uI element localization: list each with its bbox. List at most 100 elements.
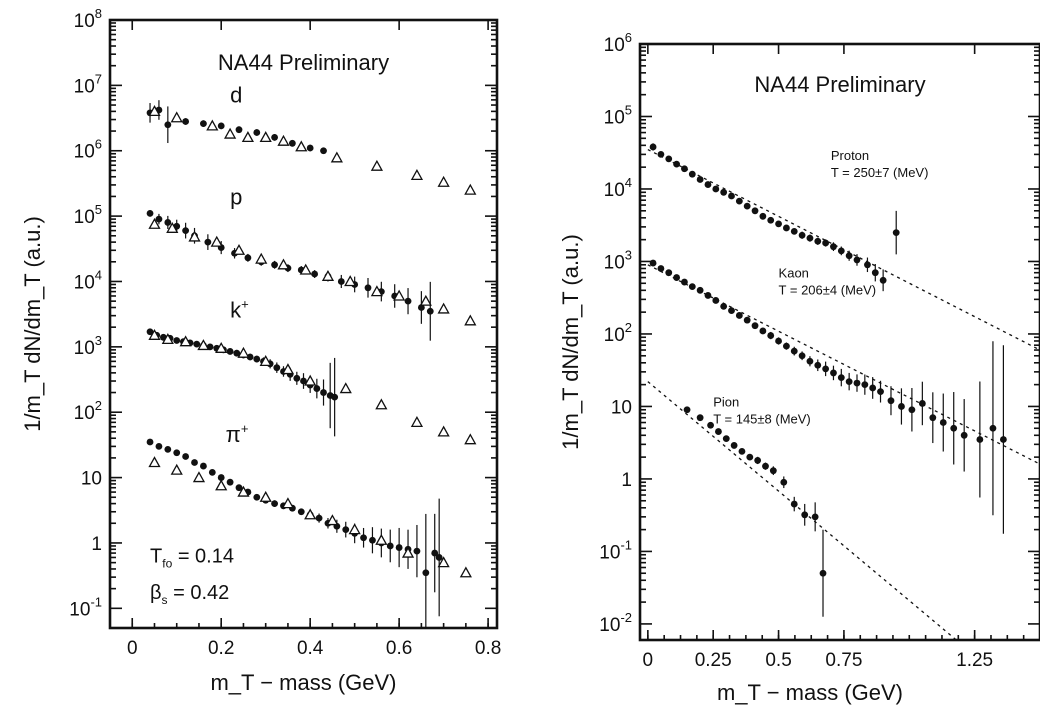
series-π+ xyxy=(146,438,443,628)
y-tick-exponent: -2 xyxy=(620,610,632,625)
data-point xyxy=(999,436,1007,443)
fit-parameter: Tfo = 0.14 xyxy=(150,546,234,571)
data-point xyxy=(801,511,809,519)
data-point xyxy=(208,469,216,476)
data-point xyxy=(246,353,254,361)
data-point xyxy=(783,342,790,350)
data-point xyxy=(369,536,376,544)
data-point xyxy=(845,252,853,260)
param-symbol: β xyxy=(150,582,162,604)
data-point xyxy=(459,566,472,578)
data-point xyxy=(738,447,746,455)
data-point xyxy=(148,328,161,340)
data-point xyxy=(223,127,237,139)
data-point xyxy=(712,297,720,304)
series-label-sup: + xyxy=(241,421,249,436)
data-point xyxy=(200,120,207,128)
y-tick-exponent: 3 xyxy=(625,247,632,262)
data-point xyxy=(215,479,228,491)
y-tick-label: 1 xyxy=(621,470,632,491)
y-tick-base: 10 xyxy=(604,252,625,273)
data-point xyxy=(822,365,830,373)
data-point xyxy=(837,374,845,382)
data-point xyxy=(326,514,339,526)
series-Kaon xyxy=(647,259,1040,534)
series-temperature: T = 206±4 (MeV) xyxy=(779,283,877,298)
data-point xyxy=(320,147,327,155)
series-label: d xyxy=(230,82,242,107)
data-point xyxy=(288,139,296,147)
data-point xyxy=(182,118,190,125)
y-tick-exponent: 4 xyxy=(625,175,632,190)
data-point xyxy=(435,554,443,561)
data-point xyxy=(845,378,853,386)
y-tick-base: 1 xyxy=(621,470,632,491)
data-point xyxy=(722,435,730,443)
y-tick-label: 106 xyxy=(74,137,102,163)
data-point xyxy=(735,197,743,205)
fit-line xyxy=(647,264,1040,465)
data-point xyxy=(464,433,477,445)
y-tick-label: 10 xyxy=(81,469,102,490)
series-p xyxy=(146,210,434,341)
y-tick-label: 10-1 xyxy=(599,537,632,563)
data-point xyxy=(313,385,321,392)
series-π+ xyxy=(148,456,472,578)
data-point xyxy=(337,278,345,285)
data-point xyxy=(271,133,278,141)
data-point xyxy=(300,377,307,385)
data-point xyxy=(720,302,728,310)
data-point xyxy=(226,478,234,486)
data-point xyxy=(217,122,225,130)
y-tick-base: 10 xyxy=(74,403,95,424)
data-point xyxy=(769,467,777,475)
data-point xyxy=(311,270,319,278)
x-tick-label: 0.8 xyxy=(475,638,501,659)
plot-frame xyxy=(108,18,499,630)
data-point xyxy=(929,414,937,422)
data-point xyxy=(743,316,751,324)
data-point xyxy=(728,307,735,315)
y-tick-base: 10 xyxy=(74,11,95,32)
data-point xyxy=(386,542,394,550)
data-point xyxy=(898,403,905,410)
data-point xyxy=(215,341,228,353)
y-tick-exponent: 3 xyxy=(95,333,102,348)
data-point xyxy=(422,569,430,577)
x-tick-label: 0.4 xyxy=(297,638,324,659)
data-point xyxy=(830,369,837,377)
data-point xyxy=(950,424,958,432)
series-label: Proton xyxy=(831,148,869,163)
data-point xyxy=(853,379,861,387)
data-point xyxy=(161,333,174,345)
data-point xyxy=(146,328,154,336)
series-Proton xyxy=(892,210,900,255)
y-tick-base: 10 xyxy=(74,76,95,97)
data-point xyxy=(696,414,704,422)
data-point xyxy=(277,134,290,146)
plot-area xyxy=(146,100,477,628)
data-point xyxy=(767,332,775,339)
x-tick-label: 0.25 xyxy=(695,650,732,671)
data-point xyxy=(304,374,317,386)
y-tick-exponent: 5 xyxy=(625,102,632,117)
data-point xyxy=(431,549,439,557)
data-point xyxy=(277,258,290,270)
data-point xyxy=(182,227,190,235)
data-point xyxy=(259,131,272,143)
data-point xyxy=(413,547,421,555)
data-point xyxy=(696,286,704,294)
data-point xyxy=(164,219,172,226)
data-point xyxy=(861,381,869,389)
data-point xyxy=(348,523,361,535)
param-subscript: s xyxy=(162,593,168,607)
data-point xyxy=(673,274,681,281)
data-point xyxy=(696,176,704,183)
data-point xyxy=(814,361,822,369)
data-point xyxy=(410,416,424,427)
series-temperature: T = 250±7 (MeV) xyxy=(831,165,929,180)
data-point xyxy=(464,183,477,195)
data-point xyxy=(271,261,278,269)
data-point xyxy=(193,340,201,348)
